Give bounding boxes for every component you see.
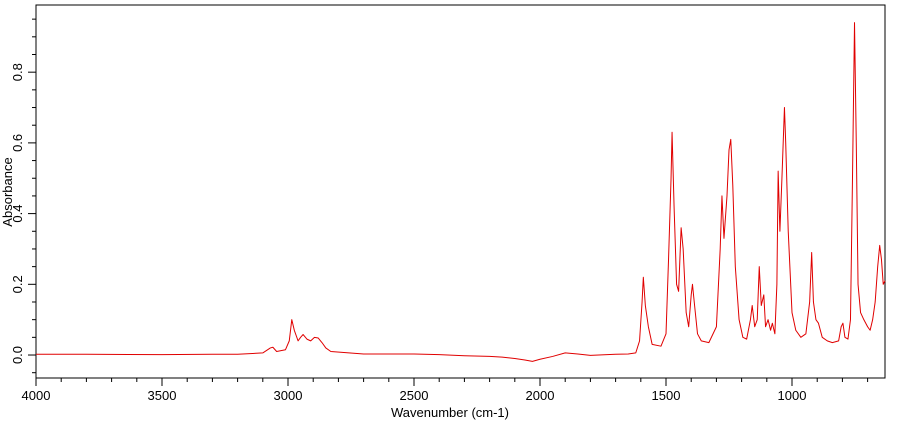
y-tick-label: 0.6: [10, 134, 25, 152]
y-tick-label: 0.8: [10, 63, 25, 81]
y-axis-label: Absorbance: [0, 157, 15, 226]
x-tick-label: 2000: [526, 388, 555, 403]
x-tick-label: 1500: [652, 388, 681, 403]
x-tick-label: 1000: [778, 388, 807, 403]
x-tick-label: 3000: [274, 388, 303, 403]
x-tick-label: 3500: [148, 388, 177, 403]
plot-frame: [35, 4, 886, 379]
y-tick-label: 0.4: [10, 205, 25, 223]
spectrum-line: [36, 22, 886, 362]
x-axis-label: Wavenumber (cm-1): [391, 405, 509, 420]
y-tick-label: 0.2: [10, 275, 25, 293]
y-tick-label: 0.0: [10, 346, 25, 364]
x-tick-label: 2500: [400, 388, 429, 403]
x-tick-label: 4000: [22, 388, 51, 403]
